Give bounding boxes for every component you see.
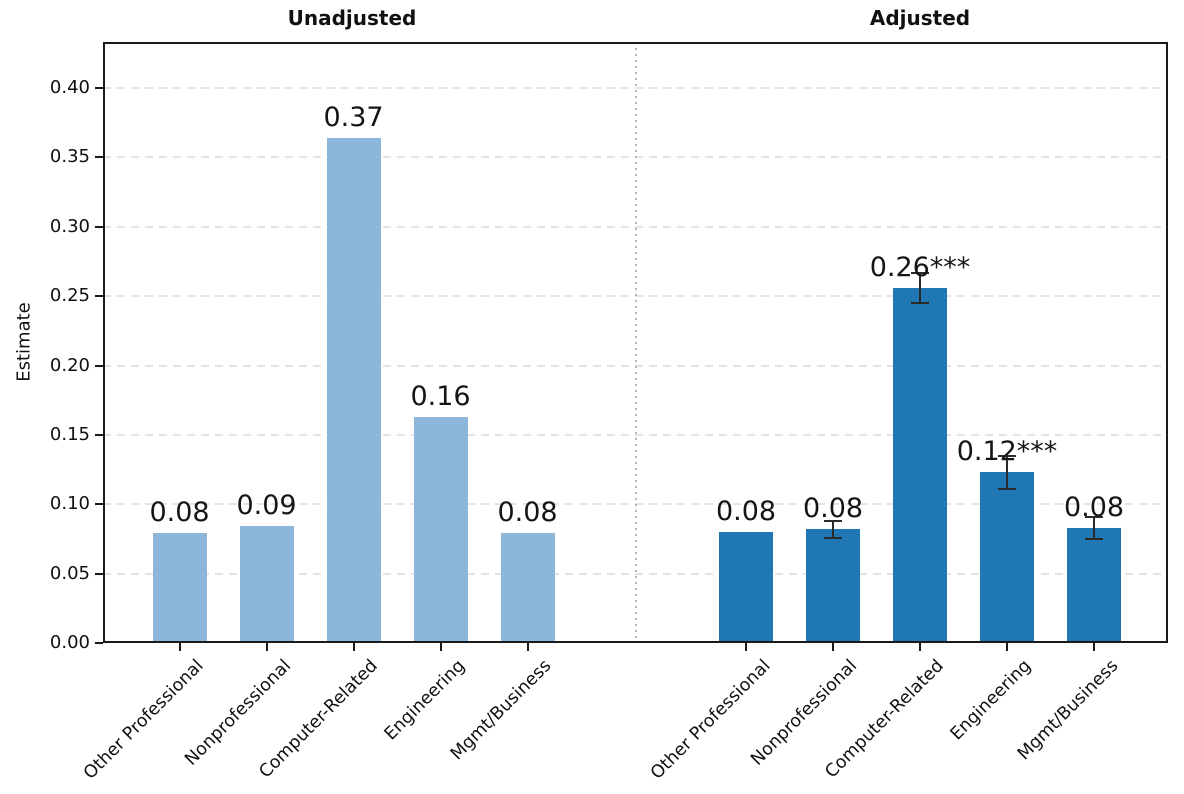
bar-unadjusted [500, 533, 555, 643]
panel-title-unadjusted: Unadjusted [287, 6, 417, 30]
error-bar-cap [1085, 515, 1103, 518]
error-bar-cap [998, 487, 1016, 490]
bar-adjusted [719, 532, 773, 643]
bar-value-label: 0.08 [497, 497, 558, 529]
y-tick-label: 0.05 [49, 562, 90, 584]
bar-adjusted [1067, 527, 1121, 643]
x-tick-label: Engineering [380, 656, 469, 745]
x-tick-mark [352, 643, 355, 651]
bar-unadjusted [152, 533, 207, 643]
x-tick-mark [1006, 643, 1008, 651]
y-tick-label: 0.40 [49, 77, 90, 98]
x-tick-mark [832, 643, 834, 651]
x-tick-mark [178, 643, 181, 651]
error-bar-line [919, 272, 921, 304]
error-bar-line [832, 520, 834, 538]
y-tick-label: 0.20 [49, 354, 90, 376]
bar-value-label: 0.08 [802, 493, 864, 525]
panel-divider-line [635, 42, 637, 643]
y-tick-label: 0.10 [49, 493, 90, 515]
x-tick-mark [265, 643, 268, 651]
bar-value-label: 0.08 [1063, 491, 1125, 523]
error-bar-line [1093, 516, 1095, 539]
bar-adjusted [806, 529, 860, 643]
x-tick-label: Other Professional [646, 656, 775, 784]
y-tick-mark [95, 433, 103, 436]
y-tick-label: 0.15 [49, 423, 90, 445]
y-tick-label: 0.35 [49, 146, 90, 168]
y-tick-mark [95, 225, 103, 228]
error-bar-cap [824, 536, 842, 539]
bar-value-label: 0.12*** [956, 436, 1058, 468]
x-tick-label: Other Professional [80, 656, 208, 784]
error-bar-line [1006, 455, 1008, 489]
bar-value-label: 0.37 [323, 101, 384, 133]
bar-value-label: 0.08 [149, 497, 210, 529]
x-tick-mark [1093, 643, 1095, 651]
bar-adjusted [980, 472, 1034, 643]
x-tick-mark [745, 643, 747, 651]
y-tick-mark [95, 295, 103, 298]
y-tick-label: 0.25 [49, 285, 90, 307]
x-tick-mark [439, 643, 442, 651]
bar-value-label: 0.09 [236, 490, 297, 522]
error-bar-cap [911, 302, 929, 305]
error-bar-cap [998, 454, 1016, 457]
y-tick-mark [95, 642, 103, 644]
x-tick-label: Engineering [946, 656, 1036, 745]
bar-value-label: 0.16 [410, 380, 471, 412]
y-tick-label: 0.00 [49, 632, 90, 653]
error-bar-cap [824, 519, 842, 522]
bar-value-label: 0.26*** [869, 251, 971, 283]
error-bar-cap [911, 271, 929, 274]
y-tick-mark [95, 87, 103, 89]
y-tick-mark [95, 156, 103, 159]
error-bar-cap [1085, 537, 1103, 540]
x-tick-mark [919, 643, 921, 651]
bar-unadjusted [413, 416, 468, 643]
bar-adjusted [893, 287, 947, 643]
bar-unadjusted [239, 526, 294, 643]
bar-unadjusted [326, 137, 381, 643]
panel-title-adjusted: Adjusted [869, 6, 971, 30]
x-tick-mark [526, 643, 529, 651]
y-tick-label: 0.30 [49, 215, 90, 237]
y-tick-mark [95, 572, 103, 575]
bar-value-label: 0.08 [715, 496, 777, 527]
y-tick-mark [95, 503, 103, 506]
y-tick-mark [95, 364, 103, 367]
